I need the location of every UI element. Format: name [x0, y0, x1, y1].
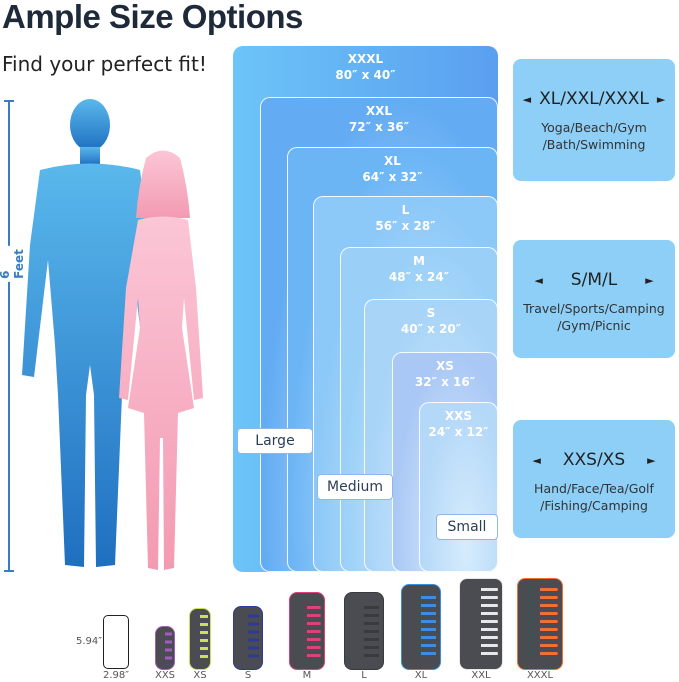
pouch-xxs — [155, 626, 175, 670]
page-title: Ample Size Options — [2, 0, 303, 35]
size-name: XL — [384, 154, 401, 168]
page-subtitle: Find your perfect fit! — [2, 52, 207, 76]
pouch-size-label: S — [244, 670, 252, 681]
size-dims: 56″ x 28″ — [375, 219, 436, 233]
card-use: /Fishing/Camping — [540, 498, 648, 513]
size-dims: 48″ x 24″ — [388, 270, 450, 284]
card-use: /Bath/Swimming — [542, 137, 646, 152]
card-heading: S/M/L — [570, 270, 618, 290]
phone-height: 5.94″ — [76, 636, 103, 647]
arrow-left-icon: ◄ — [534, 273, 543, 287]
phone-icon — [103, 615, 129, 669]
group-label-medium: Medium — [317, 474, 393, 500]
pouch-xxxl — [517, 578, 563, 670]
size-name: XXL — [365, 104, 393, 118]
card-use: Yoga/Beach/Gym — [541, 120, 647, 135]
arrow-right-icon: ► — [645, 273, 654, 287]
use-card-medium: ◄ S/M/L ► Travel/Sports/Camping/Gym/Picnic — [513, 240, 675, 358]
pouch-size-label: XL — [414, 670, 428, 681]
size-dims: 80″ x 40″ — [335, 68, 396, 82]
size-dims: 32″ x 16″ — [414, 375, 476, 389]
size-name: L — [401, 203, 410, 217]
size-name: M — [413, 254, 425, 268]
size-dims: 72″ x 36″ — [348, 120, 410, 134]
phone-width: 2.98″ — [102, 670, 130, 681]
pouch-size-label: XS — [193, 670, 207, 681]
arrow-right-icon: ► — [656, 92, 666, 106]
pouch-size-label: XXS — [154, 670, 176, 681]
pouch-m — [289, 592, 325, 670]
size-box-xxs: XXS 24″ x 12″ — [419, 402, 498, 572]
size-dims: 40″ x 20″ — [400, 322, 462, 336]
pouch-size-label: M — [302, 670, 312, 681]
height-ruler: 6 Feet — [0, 100, 26, 572]
group-label-small: Small — [436, 514, 498, 540]
pouch-size-label: L — [361, 670, 367, 681]
pouch-s — [233, 606, 263, 670]
size-name: S — [426, 306, 436, 320]
man-silhouette — [22, 99, 158, 567]
arrow-left-icon: ◄ — [522, 92, 532, 106]
pouch-xxl — [459, 578, 503, 670]
pouch-size-label: XXL — [471, 670, 491, 681]
pouch-xs — [189, 608, 211, 670]
card-use: /Gym/Picnic — [557, 318, 631, 333]
use-card-small: ◄ XXS/XS ► Hand/Face/Tea/Golf/Fishing/Camp… — [513, 420, 675, 538]
card-heading: XXS/XS — [562, 450, 626, 470]
group-label-large: Large — [237, 428, 313, 454]
pouch-l — [344, 592, 384, 670]
size-name: XXXL — [347, 52, 384, 66]
card-use: Hand/Face/Tea/Golf — [534, 481, 654, 496]
arrow-right-icon: ► — [647, 453, 656, 467]
size-dims: 24″ x 12″ — [428, 425, 489, 439]
use-card-large: ◄ XL/XXL/XXXL ► Yoga/Beach/Gym/Bath/Swimmi… — [513, 59, 675, 181]
size-name: XXS — [444, 409, 473, 423]
pouch-size-label: XXXL — [526, 670, 554, 681]
woman-silhouette — [119, 150, 203, 570]
arrow-left-icon: ◄ — [532, 453, 541, 467]
size-name: XS — [436, 359, 454, 373]
card-use: Travel/Sports/Camping — [523, 301, 665, 316]
pouch-xl — [401, 584, 441, 670]
size-dims: 64″ x 32″ — [362, 170, 423, 184]
card-heading: XL/XXL/XXXL — [539, 89, 649, 109]
